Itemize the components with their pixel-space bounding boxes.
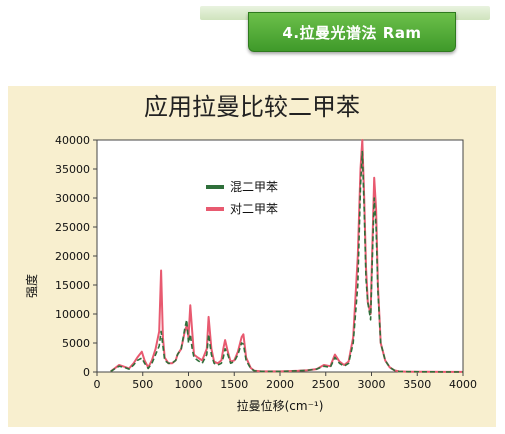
x-tick-label: 1500 — [220, 378, 248, 391]
series-lines — [110, 139, 463, 373]
x-tick-label: 4000 — [449, 378, 477, 391]
legend-label-mixed: 混二甲苯 — [230, 180, 278, 194]
y-tick-label: 5000 — [62, 337, 90, 350]
x-tick-label: 3500 — [403, 378, 431, 391]
plot-area — [96, 139, 464, 373]
banner-text: 4.拉曼光谱法 Ram — [282, 23, 422, 42]
banner-tab: 4.拉曼光谱法 Ram — [248, 12, 456, 52]
x-tick-label: 2000 — [266, 378, 294, 391]
y-tick-label: 25000 — [55, 221, 90, 234]
y-tick-label: 30000 — [55, 192, 90, 205]
x-tick-label: 500 — [132, 378, 153, 391]
legend: 混二甲苯 对二甲苯 — [206, 180, 278, 216]
y-tick-label: 35000 — [55, 163, 90, 176]
y-tick-label: 15000 — [55, 279, 90, 292]
x-tick-label: 1000 — [175, 378, 203, 391]
y-tick-label: 20000 — [55, 250, 90, 263]
y-axis-label: 强度 — [24, 274, 39, 298]
section-banner: 4.拉曼光谱法 Ram — [200, 4, 490, 52]
chart-title: 应用拉曼比较二甲苯 — [144, 93, 360, 121]
legend-label-para: 对二甲苯 — [230, 202, 278, 216]
x-tick-label: 2500 — [312, 378, 340, 391]
axis-ticks: 0 500 1000 1500 2000 2500 3000 3500 400005000100… — [55, 134, 477, 391]
series-line-mixed — [110, 150, 463, 373]
y-tick-label: 10000 — [55, 308, 90, 321]
y-tick-label: 0 — [83, 366, 90, 379]
y-tick-label: 40000 — [55, 134, 90, 147]
x-tick-label: 3000 — [358, 378, 386, 391]
x-axis-label: 拉曼位移(cm⁻¹) — [237, 398, 324, 413]
x-tick-label: 0 — [94, 378, 101, 391]
